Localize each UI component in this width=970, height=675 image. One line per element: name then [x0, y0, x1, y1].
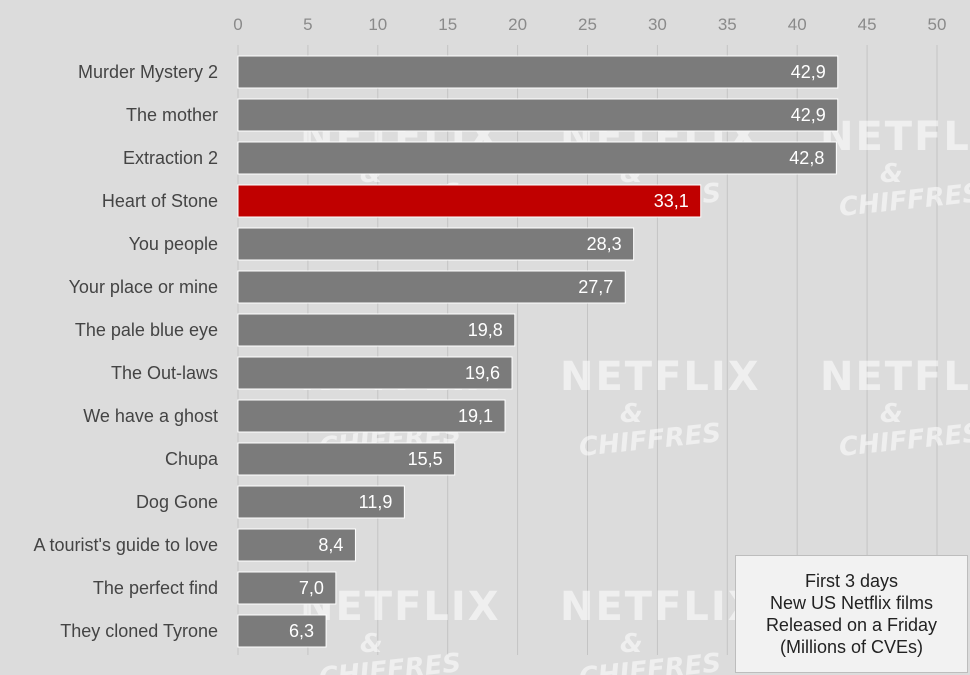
x-tick-label: 40 — [788, 15, 807, 34]
bar-2 — [237, 98, 839, 132]
category-label: Your place or mine — [69, 277, 218, 297]
category-label: Murder Mystery 2 — [78, 62, 218, 82]
watermark-text: & — [880, 159, 903, 189]
bar-11 — [237, 485, 405, 519]
watermark-text: NETFLIX — [560, 354, 761, 400]
x-tick-label: 50 — [928, 15, 947, 34]
bar-6 — [237, 270, 626, 304]
watermark-text: NETFLIX — [560, 584, 761, 630]
bars — [237, 55, 839, 648]
value-label: 28,3 — [587, 234, 622, 254]
watermark-text: & — [620, 399, 643, 429]
chart-legend-box: First 3 days New US Netflix films Releas… — [735, 555, 968, 673]
value-label: 19,1 — [458, 406, 493, 426]
watermark-text: CHIFFRES — [578, 418, 723, 463]
legend-line-1: First 3 days — [804, 571, 899, 591]
watermark-logo: NETFLIX&CHIFFRES — [820, 354, 970, 463]
category-labels: Murder Mystery 2 The mother Extraction 2 He… — [33, 62, 219, 641]
x-tick-label: 0 — [233, 15, 242, 34]
value-label: 42,9 — [791, 62, 826, 82]
bar-5 — [237, 227, 635, 261]
x-tick-label: 35 — [718, 15, 737, 34]
x-tick-label: 10 — [368, 15, 387, 34]
category-label: The perfect find — [93, 578, 218, 598]
bar-13 — [237, 571, 337, 605]
value-label: 11,9 — [359, 492, 393, 512]
category-label: Heart of Stone — [102, 191, 218, 211]
bar-12 — [237, 528, 356, 562]
bar-7 — [237, 313, 516, 347]
watermark-text: CHIFFRES — [578, 648, 723, 675]
value-label: 6,3 — [289, 621, 314, 641]
watermark-text: NETFLIX — [820, 354, 970, 400]
category-label: Extraction 2 — [123, 148, 218, 168]
watermark-text: CHIFFRES — [838, 178, 970, 223]
category-label: The pale blue eye — [75, 320, 218, 340]
watermark-text: & — [360, 629, 383, 659]
x-tick-label: 5 — [303, 15, 312, 34]
x-tick-label: 20 — [508, 15, 527, 34]
value-label: 19,6 — [465, 363, 500, 383]
category-label: Chupa — [165, 449, 219, 469]
value-label: 42,9 — [791, 105, 826, 125]
bar-9 — [237, 399, 506, 433]
x-tick-label: 25 — [578, 15, 597, 34]
category-label: Dog Gone — [136, 492, 218, 512]
category-label: The Out-laws — [111, 363, 218, 383]
category-label: They cloned Tyrone — [60, 621, 218, 641]
bar-14 — [237, 614, 327, 648]
bar-8 — [237, 356, 513, 390]
x-tick-label: 30 — [648, 15, 667, 34]
bar-4 — [237, 184, 702, 218]
bar-1 — [237, 55, 839, 89]
value-label: 27,7 — [578, 277, 613, 297]
watermark-logo: NETFLIX&CHIFFRES — [560, 354, 761, 463]
watermark-text: NETFLIX — [820, 114, 970, 160]
x-axis-ticks: 0 5 10 15 20 25 30 35 40 45 50 — [233, 15, 946, 34]
value-label: 33,1 — [654, 191, 689, 211]
category-label: We have a ghost — [83, 406, 218, 426]
legend-line-3: Released on a Friday — [765, 615, 938, 635]
legend-line-2: New US Netflix films — [769, 593, 934, 613]
value-label: 42,8 — [789, 148, 824, 168]
value-label: 15,5 — [408, 449, 443, 469]
watermark-text: & — [880, 399, 903, 429]
watermark-text: & — [620, 629, 643, 659]
value-label: 19,8 — [468, 320, 503, 340]
x-tick-label: 15 — [438, 15, 457, 34]
value-label: 7,0 — [299, 578, 324, 598]
value-label: 8,4 — [318, 535, 343, 555]
legend-line-4: (Millions of CVEs) — [779, 637, 924, 657]
bar-10 — [237, 442, 456, 476]
watermark-text: CHIFFRES — [318, 648, 463, 675]
watermark-text: CHIFFRES — [838, 418, 970, 463]
category-label: The mother — [126, 105, 218, 125]
category-label: A tourist's guide to love — [33, 535, 218, 555]
value-labels: 42,9 42,9 42,8 33,1 28,3 27,7 19,8 19,6 19,1 15,5… — [289, 62, 826, 641]
x-tick-label: 45 — [858, 15, 877, 34]
watermark-logo: NETFLIX&CHIFFRES — [560, 584, 761, 675]
watermark-logo: NETFLIX&CHIFFRES — [820, 114, 970, 223]
category-label: You people — [129, 234, 218, 254]
bar-3 — [237, 141, 837, 175]
